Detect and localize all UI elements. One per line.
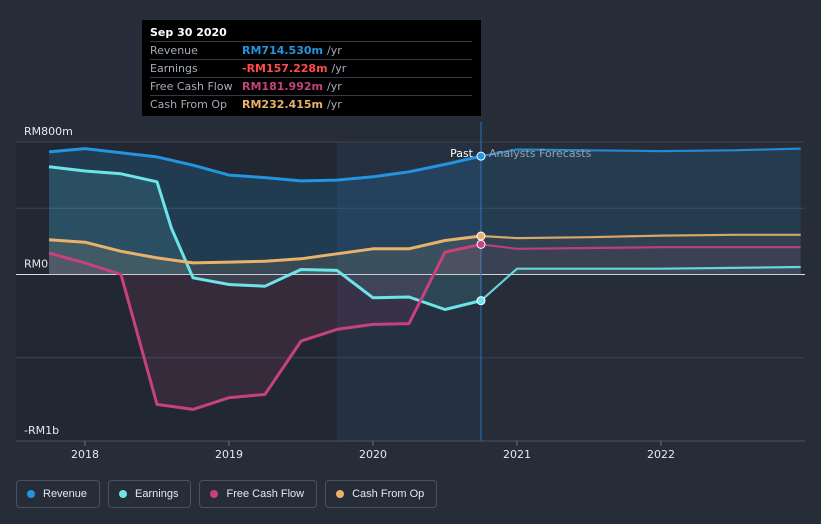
tooltip-label: Revenue xyxy=(150,44,198,57)
legend-label: Earnings xyxy=(135,488,179,500)
cash_from_op-area xyxy=(49,236,481,275)
chart-legend: Revenue Earnings Free Cash Flow Cash Fro… xyxy=(16,480,438,508)
legend-revenue-button[interactable]: Revenue xyxy=(16,480,101,508)
x-tick-label: 2019 xyxy=(215,448,243,461)
earnings-marker xyxy=(476,296,486,306)
earnings-forecast-line xyxy=(480,265,801,302)
cash_from_op-forecast-line xyxy=(480,233,801,240)
tooltip-value: RM232.415m xyxy=(242,98,323,111)
x-tick-label: 2018 xyxy=(71,448,99,461)
tooltip-unit: /yr xyxy=(326,44,342,57)
tooltip-label: Free Cash Flow xyxy=(150,80,233,93)
highlight-region-shade xyxy=(337,142,481,441)
x-tick-label: 2020 xyxy=(359,448,387,461)
y-tick-label: RM0 xyxy=(24,258,48,271)
cash-from-op-dot-icon xyxy=(336,490,345,498)
tooltip-value: RM181.992m xyxy=(242,80,323,93)
revenue-forecast-line xyxy=(480,147,801,158)
legend-free-cash-flow-button[interactable]: Free Cash Flow xyxy=(199,480,318,508)
earnings-past-line xyxy=(48,165,482,311)
y-tick-label: RM800m xyxy=(24,125,73,138)
tooltip-value: RM714.530m xyxy=(242,44,323,57)
cash_from_op-marker xyxy=(476,231,486,241)
tooltip-unit: /yr xyxy=(331,62,347,75)
free_cash_flow-past-line xyxy=(48,242,482,411)
tooltip-row-cash-from-op: Cash From Op RM232.415m /yr xyxy=(150,95,472,113)
tooltip-row-earnings: Earnings -RM157.228m /yr xyxy=(150,59,472,77)
free_cash_flow-area xyxy=(49,244,481,410)
legend-label: Free Cash Flow xyxy=(226,488,305,500)
x-tick-label: 2021 xyxy=(503,448,531,461)
free-cash-flow-dot-icon xyxy=(210,490,219,498)
legend-label: Revenue xyxy=(43,488,88,500)
tooltip-label: Cash From Op xyxy=(150,98,228,111)
revenue-marker xyxy=(476,151,486,161)
revenue-forecast-area xyxy=(481,148,801,275)
free_cash_flow-forecast-line xyxy=(480,243,801,250)
past-region-shade xyxy=(16,142,481,441)
earnings-area xyxy=(49,166,481,310)
x-tick-label: 2022 xyxy=(647,448,675,461)
revenue-area xyxy=(49,148,481,275)
earnings-forecast-area xyxy=(481,267,801,301)
tooltip-unit: /yr xyxy=(326,80,342,93)
revenue-past-line xyxy=(48,147,482,183)
tooltip-date: Sep 30 2020 xyxy=(150,26,227,39)
tooltip-row-revenue: Revenue RM714.530m /yr xyxy=(150,41,472,59)
cash_from_op-forecast-area xyxy=(481,234,801,275)
data-tooltip: Sep 30 2020 Revenue RM714.530m /yr Earni… xyxy=(142,20,481,116)
tooltip-row-free-cash-flow: Free Cash Flow RM181.992m /yr xyxy=(150,77,472,95)
tooltip-label: Earnings xyxy=(150,62,198,75)
forecast-label: Analysts Forecasts xyxy=(489,147,592,160)
legend-cash-from-op-button[interactable]: Cash From Op xyxy=(325,480,438,508)
free_cash_flow-marker xyxy=(476,239,486,249)
past-label: Past xyxy=(450,147,474,160)
revenue-dot-icon xyxy=(27,490,35,498)
cash_from_op-past-line xyxy=(48,234,482,265)
y-tick-label: -RM1b xyxy=(24,424,59,437)
earnings-dot-icon xyxy=(119,490,128,498)
legend-label: Cash From Op xyxy=(352,488,425,500)
tooltip-value: -RM157.228m xyxy=(242,62,328,75)
tooltip-unit: /yr xyxy=(326,98,342,111)
legend-earnings-button[interactable]: Earnings xyxy=(108,480,192,508)
